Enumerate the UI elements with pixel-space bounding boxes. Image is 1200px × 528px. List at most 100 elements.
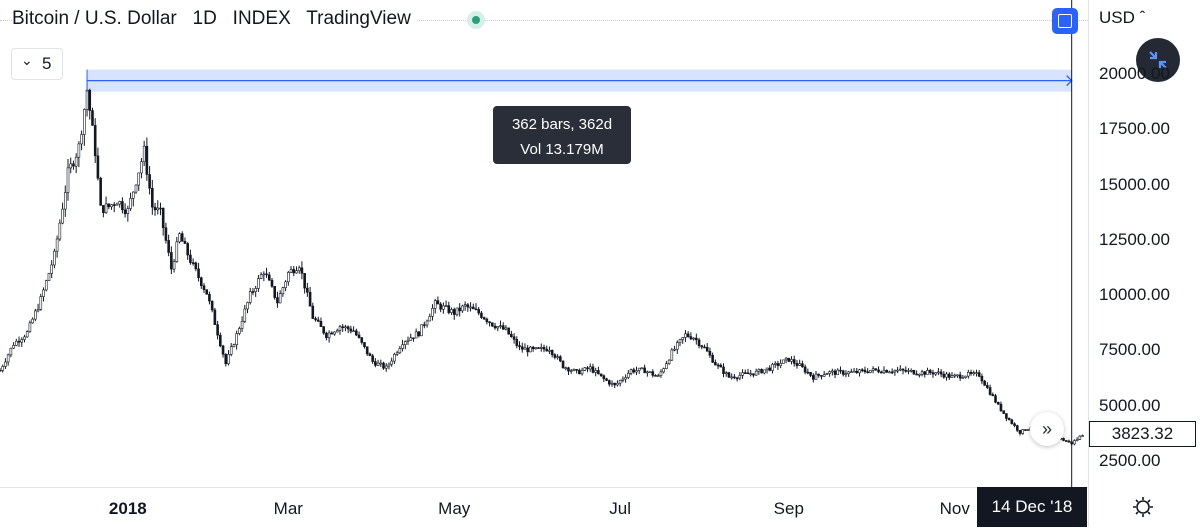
candle-body	[368, 353, 372, 357]
candle-body	[115, 203, 119, 206]
scroll-to-realtime-button[interactable]: »	[1030, 412, 1064, 446]
candle-body	[665, 363, 668, 369]
candle-body	[994, 395, 997, 403]
price-tick: 7500.00	[1099, 340, 1161, 360]
candle-body	[836, 369, 840, 375]
candle-body	[85, 89, 89, 110]
candle-body	[627, 373, 630, 378]
candle-body	[575, 369, 578, 371]
candle-body	[776, 363, 780, 366]
candle-body	[463, 304, 467, 307]
candle-body	[597, 370, 600, 375]
candle-body	[349, 328, 353, 332]
candle-body	[134, 184, 138, 193]
candle-body	[96, 155, 100, 179]
price-chart[interactable]	[0, 0, 1088, 487]
currency-selector[interactable]: USD ˆ	[1099, 8, 1145, 28]
candle-body	[1024, 429, 1027, 431]
candle-body	[4, 361, 7, 367]
candle-body	[379, 362, 383, 365]
candle-body	[613, 382, 617, 386]
candle-body	[53, 250, 56, 266]
candle-body	[907, 370, 910, 372]
candle-body	[469, 306, 472, 309]
candle-body	[526, 347, 529, 353]
candle-body	[763, 369, 766, 374]
candle-body	[673, 348, 676, 351]
candle-body	[496, 326, 500, 329]
price-tick: 5000.00	[1099, 395, 1161, 415]
candle-body	[809, 371, 812, 376]
candle-body	[1010, 419, 1014, 425]
candle-body	[539, 347, 543, 349]
candle-body	[12, 345, 15, 349]
candle-body	[754, 370, 758, 376]
candle-body	[121, 201, 124, 211]
candle-body	[942, 373, 946, 378]
candle-body	[461, 305, 464, 312]
candle-body	[238, 328, 241, 334]
last-price-label: 3823.32	[1089, 421, 1196, 447]
candle-body	[635, 370, 638, 373]
candle-body	[605, 378, 608, 381]
candle-body	[99, 177, 102, 206]
candle-body	[34, 310, 37, 320]
candle-body	[689, 336, 693, 340]
candle-body	[161, 207, 165, 229]
candle-body	[66, 167, 70, 193]
candle-body	[208, 293, 211, 302]
candle-body	[126, 208, 130, 214]
candle-body	[983, 380, 986, 386]
time-tick: Sep	[773, 499, 804, 518]
candle-body	[863, 369, 867, 373]
candle-body	[858, 369, 861, 374]
candle-body	[36, 308, 40, 312]
collapse-chart-button[interactable]	[1136, 38, 1180, 82]
gear-icon[interactable]	[1130, 494, 1156, 520]
candle-body	[357, 334, 361, 338]
candle-body	[787, 357, 791, 362]
candle-body	[564, 367, 568, 370]
symbol-title[interactable]: Bitcoin / U.S. Dollar 1D INDEX TradingVi…	[12, 8, 419, 30]
candle-body	[93, 125, 97, 157]
fullscreen-icon[interactable]	[1052, 8, 1078, 34]
candle-body	[569, 370, 573, 372]
market-status-icon[interactable]	[467, 11, 485, 29]
indicators-collapse-button[interactable]: ⌄ 5	[11, 48, 63, 80]
candle-body	[401, 344, 404, 349]
candle-body	[360, 337, 364, 343]
candle-body	[839, 369, 842, 372]
candle-body	[896, 369, 899, 372]
candle-body	[74, 156, 78, 167]
candle-body	[822, 374, 826, 377]
candle-body	[855, 370, 859, 374]
candle-body	[882, 369, 886, 374]
candle-body	[795, 363, 799, 366]
candle-body	[874, 368, 878, 371]
time-axis[interactable]	[0, 487, 1088, 528]
candle-body	[743, 372, 747, 374]
candle-body	[371, 355, 374, 362]
candle-body	[947, 373, 951, 378]
price-tick: 10000.00	[1099, 285, 1170, 305]
candle-body	[594, 370, 597, 373]
candle-body	[346, 326, 350, 330]
candle-body	[1026, 429, 1030, 431]
measure-bars-label: 362 bars, 362d	[511, 116, 613, 133]
candle-body	[202, 285, 206, 290]
candle-body	[586, 367, 589, 370]
candle-body	[915, 373, 918, 376]
candle-body	[9, 347, 13, 356]
candle-body	[588, 366, 592, 370]
candle-body	[1013, 423, 1016, 426]
candle-body	[409, 337, 413, 341]
candle-body	[47, 273, 51, 281]
measure-tooltip: 362 bars, 362d Vol 13.179M	[493, 106, 631, 164]
candle-body	[398, 348, 402, 354]
candle-body	[928, 370, 932, 373]
candle-body	[338, 326, 342, 331]
candle-body	[507, 327, 510, 335]
candle-body	[939, 371, 943, 375]
candle-body	[719, 364, 723, 368]
candle-body	[561, 360, 565, 369]
